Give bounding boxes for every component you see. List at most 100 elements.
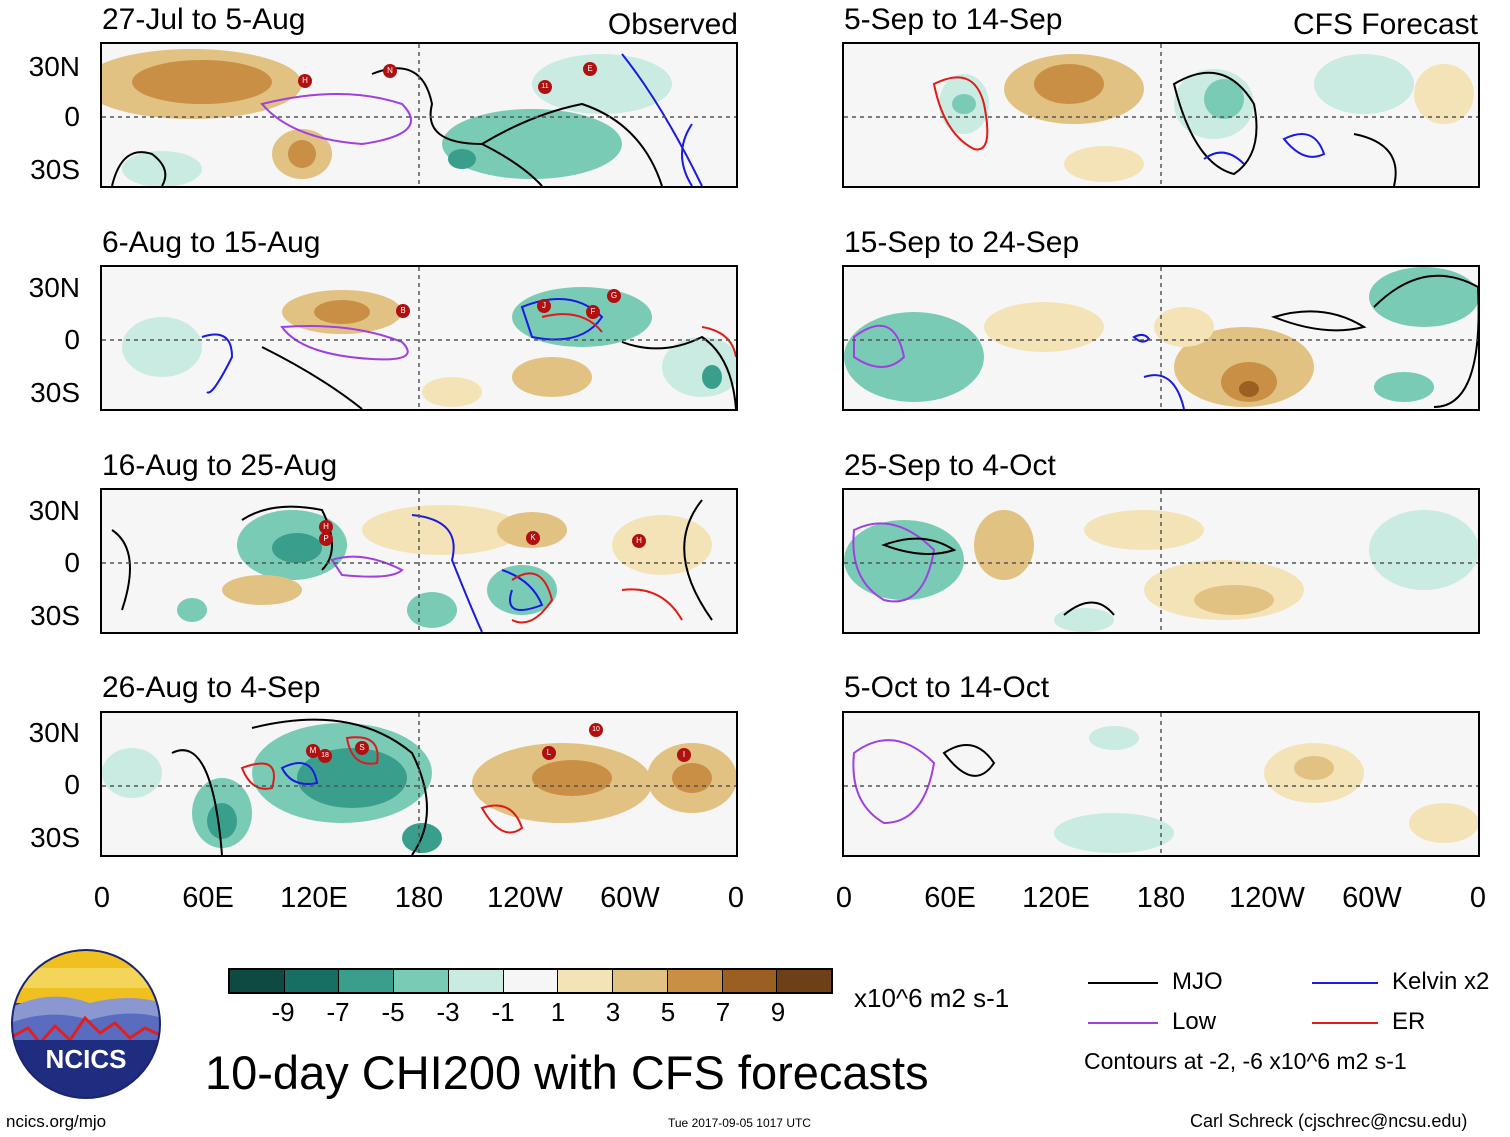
lon-label: 60W	[600, 882, 660, 914]
lat-label-30n: 30N	[28, 51, 80, 82]
lon-label: 0	[93, 882, 111, 914]
panel-title-obs-1: 27-Jul to 5-Aug	[102, 3, 306, 36]
storm-marker: I	[677, 748, 691, 762]
storm-marker: 10	[589, 723, 603, 737]
storm-marker: B	[396, 304, 410, 318]
storm-marker: G	[607, 289, 621, 303]
footer-author: Carl Schreck (cjschrec@ncsu.edu)	[1190, 1111, 1468, 1131]
lon-label: 120W	[1229, 882, 1305, 914]
panel-title-fcst-2: 15-Sep to 24-Sep	[844, 226, 1080, 259]
footer-timestamp: Tue 2017-09-05 1017 UTC	[668, 1116, 811, 1130]
storm-marker: E	[583, 62, 597, 76]
storm-marker: 11	[538, 80, 552, 94]
map-observed-1: H N 11 E	[100, 42, 738, 188]
colorbar-tick-label: 1	[550, 997, 566, 1027]
map-observed-3: H P K H	[100, 488, 738, 634]
lon-label: 120E	[1022, 882, 1090, 914]
map-forecast-1	[842, 42, 1480, 188]
legend-swatch-er	[1312, 1022, 1378, 1024]
storm-marker: F	[586, 305, 600, 319]
lat-label-30n: 30N	[28, 495, 80, 526]
lon-label: 180	[394, 882, 444, 914]
panel-title-fcst-1: 5-Sep to 14-Sep	[844, 3, 1063, 36]
lon-label: 180	[1136, 882, 1186, 914]
colorbar-cell	[230, 970, 285, 992]
lon-label: 60W	[1342, 882, 1402, 914]
map-observed-4: M 18 S L 10 I	[100, 711, 738, 857]
legend-label-er: ER	[1392, 1008, 1426, 1035]
colorbar-tick-label: -5	[381, 997, 405, 1027]
panel-title-fcst-4: 5-Oct to 14-Oct	[844, 671, 1050, 704]
colorbar-cell	[448, 970, 504, 992]
legend-swatch-kelvin	[1312, 982, 1378, 984]
footer-url[interactable]: ncics.org/mjo	[6, 1112, 107, 1131]
storm-marker: 18	[318, 749, 332, 763]
lat-label-30n: 30N	[28, 717, 80, 748]
legend-swatch-mjo	[1088, 982, 1158, 984]
logo-text: NCICS	[45, 1044, 127, 1074]
legend-label-mjo: MJO	[1172, 968, 1223, 995]
panel-title-obs-3: 16-Aug to 25-Aug	[102, 449, 338, 482]
colorbar-cell	[339, 970, 395, 992]
panel-title-obs-4: 26-Aug to 4-Sep	[102, 671, 321, 704]
colorbar-tick-label: -7	[326, 997, 350, 1027]
legend-label-kelvin: Kelvin x2	[1392, 968, 1490, 995]
storm-marker: P	[319, 532, 333, 546]
storm-marker: H	[632, 534, 646, 548]
lon-label: 120E	[280, 882, 348, 914]
map-observed-2: B J F G	[100, 265, 738, 411]
lon-label: 0	[1469, 882, 1487, 914]
colorbar-tick-label: 7	[715, 997, 731, 1027]
colorbar-cell	[394, 970, 449, 992]
colorbar-tick-label: -1	[491, 997, 515, 1027]
lon-label: 0	[835, 882, 853, 914]
cfs-forecast-label: CFS Forecast	[1292, 8, 1478, 41]
storm-marker: S	[355, 741, 369, 755]
colorbar-cell	[722, 970, 778, 992]
contours-note: Contours at -2, -6 x10^6 m2 s-1	[1084, 1048, 1407, 1074]
colorbar-tick-label: 5	[660, 997, 676, 1027]
panel-title-fcst-3: 25-Sep to 4-Oct	[844, 449, 1056, 482]
lat-label-30s: 30S	[30, 377, 80, 408]
lat-label-30n: 30N	[28, 272, 80, 303]
colorbar-cell	[667, 970, 723, 992]
main-title: 10-day CHI200 with CFS forecasts	[205, 1046, 929, 1099]
colorbar-tick-label: -9	[271, 997, 295, 1027]
storm-marker: H	[298, 74, 312, 88]
colorbar-tick-label: 9	[770, 997, 786, 1027]
storm-marker: K	[526, 531, 540, 545]
storm-marker: M	[306, 744, 320, 758]
storm-marker: L	[542, 746, 556, 760]
lat-label-eq: 0	[64, 101, 80, 132]
colorbar-cell	[284, 970, 340, 992]
colorbar-cell	[613, 970, 668, 992]
panel-title-obs-2: 6-Aug to 15-Aug	[102, 226, 321, 259]
lon-label: 0	[727, 882, 745, 914]
lat-label-30s: 30S	[30, 154, 80, 185]
lat-label-30s: 30S	[30, 600, 80, 631]
lon-label: 60E	[182, 882, 234, 914]
map-forecast-3	[842, 488, 1480, 634]
colorbar	[228, 968, 833, 994]
lat-label-eq: 0	[64, 547, 80, 578]
storm-marker: J	[537, 299, 551, 313]
legend-swatch-low	[1088, 1022, 1158, 1024]
colorbar-units: x10^6 m2 s-1	[854, 983, 1010, 1013]
colorbar-cell	[777, 970, 832, 992]
colorbar-tick-label: -3	[436, 997, 460, 1027]
lat-label-eq: 0	[64, 769, 80, 800]
lat-label-30s: 30S	[30, 822, 80, 853]
colorbar-cell	[503, 970, 559, 992]
map-forecast-2	[842, 265, 1480, 411]
colorbar-cell	[558, 970, 614, 992]
map-forecast-4	[842, 711, 1480, 857]
colorbar-tick-label: 3	[605, 997, 621, 1027]
lon-label: 120W	[487, 882, 563, 914]
legend-label-low: Low	[1172, 1008, 1217, 1035]
storm-marker: N	[383, 64, 397, 78]
ncics-logo: NCICS	[10, 948, 162, 1100]
storm-marker: H	[319, 520, 333, 534]
observed-label: Observed	[607, 8, 738, 41]
lon-label: 60E	[924, 882, 976, 914]
lat-label-eq: 0	[64, 324, 80, 355]
